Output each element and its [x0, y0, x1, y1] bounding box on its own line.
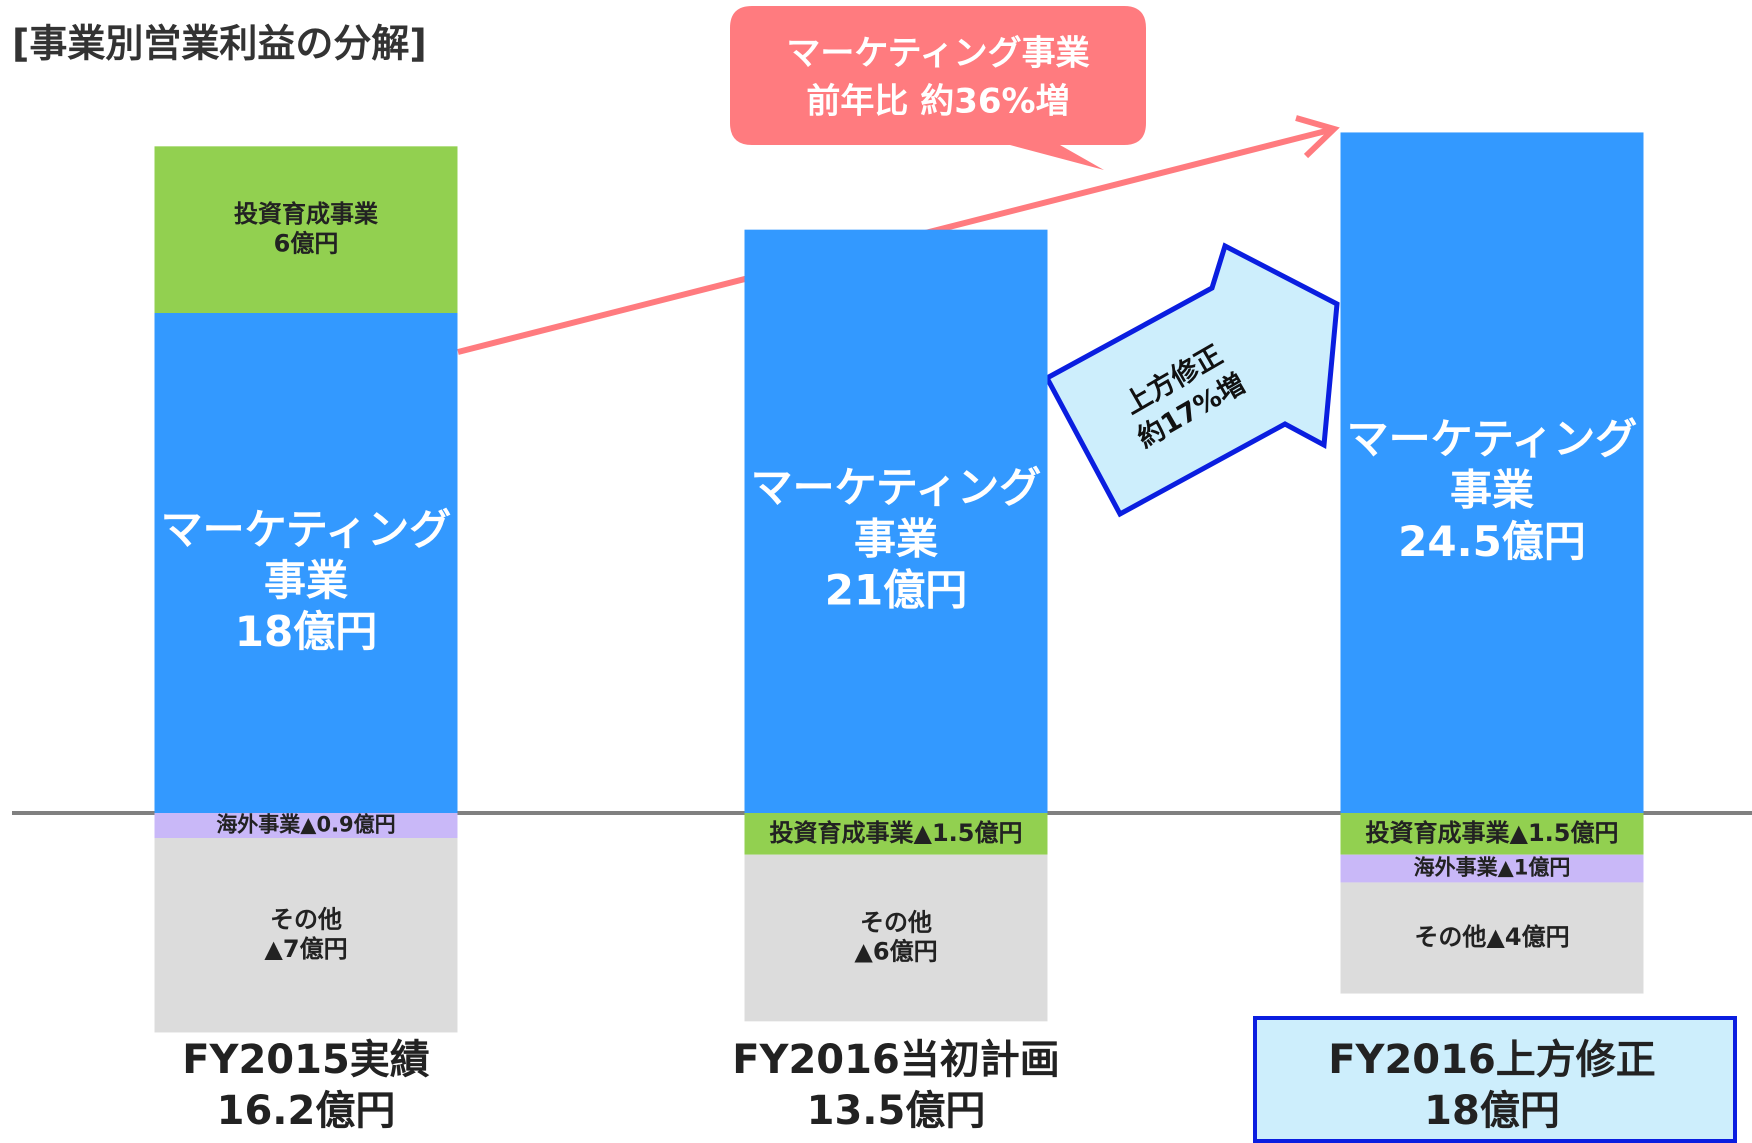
- total-label: 13.5億円: [807, 1088, 986, 1134]
- bar-segment: [1340, 882, 1644, 994]
- x-tick-label: FY2015実績: [182, 1037, 430, 1083]
- callout-text: 前年比 約36%増: [806, 82, 1069, 122]
- segment-label: 投資育成事業▲1.5億円: [1366, 819, 1619, 847]
- segment-label: 海外事業▲1億円: [1414, 856, 1571, 880]
- segment-label: その他▲6億円: [854, 908, 937, 965]
- revision-arrow: [1043, 242, 1340, 518]
- callout-text: マーケティング事業: [786, 34, 1089, 74]
- segment-label: 投資育成事業▲1.5億円: [770, 819, 1023, 847]
- bar-segment: [154, 838, 458, 1033]
- total-label: 16.2億円: [217, 1088, 396, 1134]
- bar-segment: [1340, 854, 1644, 883]
- growth-arrow-head: [1295, 115, 1340, 159]
- bar-segment: [154, 146, 458, 313]
- x-tick-label: FY2016当初計画: [732, 1037, 1060, 1083]
- segment-label: その他▲7億円: [264, 906, 347, 963]
- bar-segment: [1340, 813, 1644, 855]
- segment-label: マーケティング事業 18億円: [161, 504, 452, 655]
- segment-label: 投資育成事業 6億円: [234, 200, 378, 257]
- bar-segment: [744, 854, 1048, 1022]
- bar-segment: [744, 813, 1048, 855]
- total-label: 18億円: [1424, 1088, 1560, 1134]
- highlight-frame: [1253, 1016, 1737, 1143]
- bar-segment: [154, 813, 458, 838]
- segment-label: マーケティング事業 21億円: [751, 463, 1042, 614]
- segment-label: その他▲4億円: [1414, 923, 1569, 951]
- segment-label: 海外事業▲0.9億円: [216, 813, 395, 837]
- chart-title: [事業別営業利益の分解]: [12, 22, 427, 66]
- bar-segment: [154, 313, 458, 813]
- segment-label: マーケティング事業 24.5億円: [1347, 414, 1638, 565]
- bar-segment: [744, 229, 1048, 813]
- callout-box: [730, 6, 1146, 170]
- x-tick-label: FY2016上方修正: [1328, 1037, 1656, 1083]
- bar-segment: [1340, 132, 1644, 813]
